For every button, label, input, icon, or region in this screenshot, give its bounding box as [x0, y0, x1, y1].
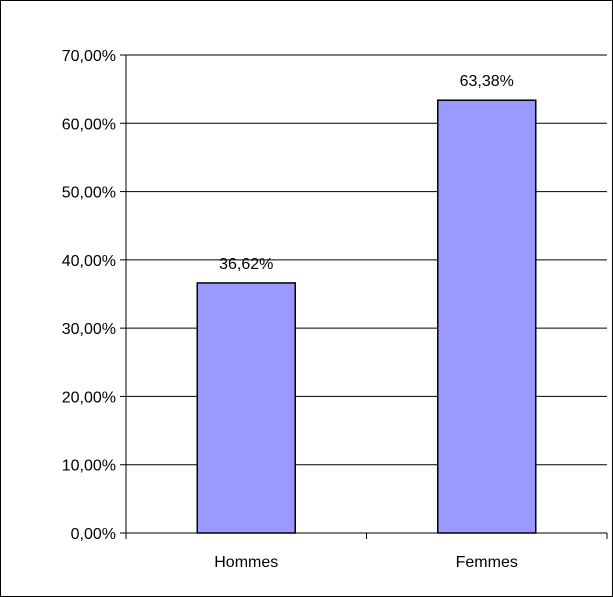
x-tick-label: Hommes — [214, 554, 278, 571]
bar-femmes — [437, 99, 537, 534]
data-label: 36,62% — [219, 256, 273, 273]
y-tick-label: 10,00% — [62, 458, 116, 475]
y-tick-label: 70,00% — [62, 48, 116, 65]
y-tick-label: 60,00% — [62, 116, 116, 133]
bar-hommes — [196, 282, 296, 534]
x-tick-label: Femmes — [456, 554, 518, 571]
y-tick-label: 20,00% — [62, 389, 116, 406]
y-tick-label: 40,00% — [62, 253, 116, 270]
data-label: 63,38% — [460, 73, 514, 90]
y-tick-label: 50,00% — [62, 185, 116, 202]
y-tick-label: 0,00% — [71, 526, 116, 543]
y-tick-label: 30,00% — [62, 321, 116, 338]
